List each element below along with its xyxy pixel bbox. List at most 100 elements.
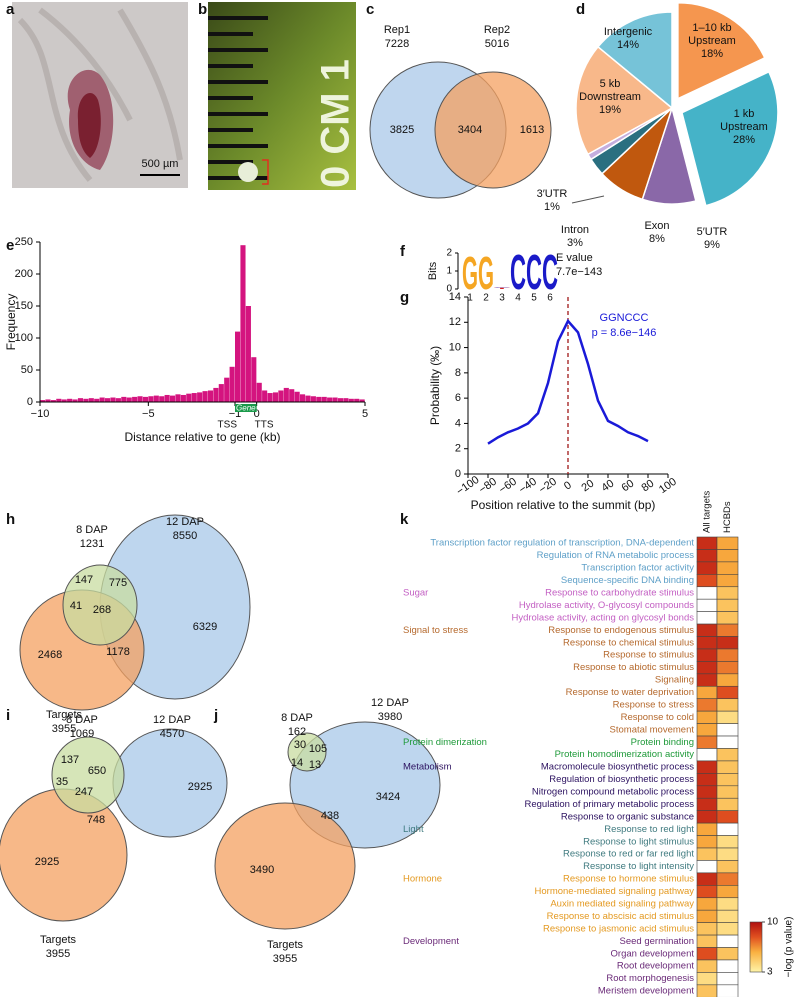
- colorbar-tick-label: 10: [767, 917, 779, 928]
- heatmap-cell: [696, 959, 718, 973]
- heatmap-cell: [716, 673, 739, 687]
- y-tick-label: 0: [27, 396, 33, 408]
- venn-region-count: 2468: [38, 649, 62, 661]
- y-tick-label: 6: [455, 392, 461, 404]
- group-label: Protein dimerization: [403, 737, 487, 748]
- row-label: Auxin mediated signaling pathway: [550, 898, 694, 909]
- venn-region-count: 3424: [376, 791, 400, 803]
- heatmap-cell: [696, 797, 718, 811]
- y-tick-label: 4: [455, 417, 461, 429]
- heatmap-cell: [716, 909, 739, 923]
- histogram-bar: [245, 306, 251, 402]
- group-label: Signal to stress: [403, 625, 468, 636]
- x-tick-label: −80: [477, 476, 499, 497]
- histogram-bar: [337, 398, 344, 402]
- heatmap-cell: [696, 947, 718, 961]
- venn-region-count: 247: [75, 786, 93, 798]
- heatmap-cell: [716, 797, 739, 811]
- heatmap-cell: [696, 860, 718, 874]
- heatmap-cell: [696, 710, 718, 724]
- venn-set-name: 8 DAP: [76, 524, 108, 536]
- histogram-bar: [115, 398, 121, 402]
- venn-region-count: 650: [88, 765, 106, 777]
- histogram-bar: [40, 400, 46, 402]
- histogram-bar: [137, 396, 143, 402]
- heatmap-cell: [716, 611, 739, 625]
- heatmap-cell: [716, 922, 739, 936]
- micrograph: [12, 2, 188, 188]
- venn-region-count: 748: [87, 814, 105, 826]
- venn-set-name: 12 DAP: [371, 697, 409, 709]
- y-tick-label: 50: [21, 364, 33, 376]
- venn-region-count: 2925: [35, 856, 59, 868]
- row-label: Response to chemical stimulus: [563, 637, 694, 648]
- heatmap-cell: [696, 773, 718, 787]
- heatmap-cell: [716, 872, 739, 886]
- histogram-bar: [77, 398, 84, 402]
- heatmap-cell: [716, 685, 739, 700]
- row-label: Regulation of biosynthetic process: [549, 774, 694, 785]
- y-tick-label: 0: [455, 468, 461, 480]
- row-label: Regulation of primary metabolic process: [525, 799, 695, 810]
- heatmap-cell: [716, 536, 739, 550]
- venn-set-size: 1231: [80, 538, 104, 550]
- venn-region-count: 6329: [193, 621, 217, 633]
- histogram-bar: [294, 391, 300, 402]
- heatmap-cell: [716, 623, 739, 637]
- venn-region-count: 13: [309, 759, 321, 771]
- p-value: p = 8.6e−146: [592, 327, 657, 339]
- panel-label: a: [6, 1, 15, 18]
- group-label: Sugar: [403, 587, 428, 598]
- x-tick-label: 3: [499, 293, 505, 304]
- heatmap-cell: [696, 760, 718, 774]
- venn-set: [434, 71, 552, 189]
- row-label: Protein binding: [631, 737, 694, 748]
- y-tick-label: 8: [455, 367, 461, 379]
- row-label: Response to water deprivation: [566, 687, 694, 698]
- heatmap-cell: [716, 947, 739, 961]
- pie-slice: [575, 45, 674, 156]
- histogram-bar: [251, 357, 257, 402]
- x-axis-label: Position relative to the summit (bp): [471, 498, 656, 512]
- venn-region-count: 775: [109, 577, 127, 589]
- venn-region-count: 35: [56, 776, 68, 788]
- heatmap-cell: [716, 636, 739, 650]
- histogram-bar: [240, 245, 246, 402]
- histogram-bar: [191, 393, 197, 402]
- tss-label: TSS: [218, 420, 238, 431]
- heatmap-cell: [716, 822, 739, 836]
- row-label: Protein homodimerization activity: [555, 749, 695, 760]
- venn-set: [0, 788, 128, 922]
- colorbar-label: −log (p value): [784, 917, 795, 978]
- heatmap-cell: [696, 723, 718, 737]
- y-tick-label: 0: [446, 284, 452, 295]
- histogram-bar: [88, 398, 94, 402]
- venn-set-name: Targets: [40, 934, 77, 946]
- venn-region-count: 147: [75, 574, 93, 586]
- heatmap-cell: [696, 586, 718, 600]
- venn-region-count: 3825: [390, 124, 414, 136]
- x-tick-label: 6: [547, 293, 553, 304]
- histogram-bar: [186, 393, 192, 402]
- x-tick-label: 1: [467, 293, 473, 304]
- heatmap-cell: [716, 934, 739, 948]
- histogram-bar: [256, 382, 262, 402]
- panel-label: c: [366, 1, 374, 18]
- row-label: Regulation of RNA metabolic process: [537, 550, 695, 561]
- venn-set-size: 3980: [378, 711, 402, 723]
- panel-label: k: [400, 511, 409, 528]
- row-label: Response to light intensity: [583, 861, 694, 872]
- y-tick-label: 100: [15, 332, 33, 344]
- row-label: Response to cold: [621, 712, 694, 723]
- histogram-bar: [83, 398, 89, 402]
- x-tick-label: 20: [579, 477, 596, 494]
- row-label: Response to carbohydrate stimulus: [545, 587, 694, 598]
- histogram-bar: [262, 390, 268, 402]
- x-tick-label: 100: [657, 476, 679, 496]
- venn-region-count: 41: [70, 600, 82, 612]
- heatmap-cell: [696, 574, 718, 588]
- heatmap-cell: [716, 897, 739, 911]
- histogram-bar: [235, 331, 241, 402]
